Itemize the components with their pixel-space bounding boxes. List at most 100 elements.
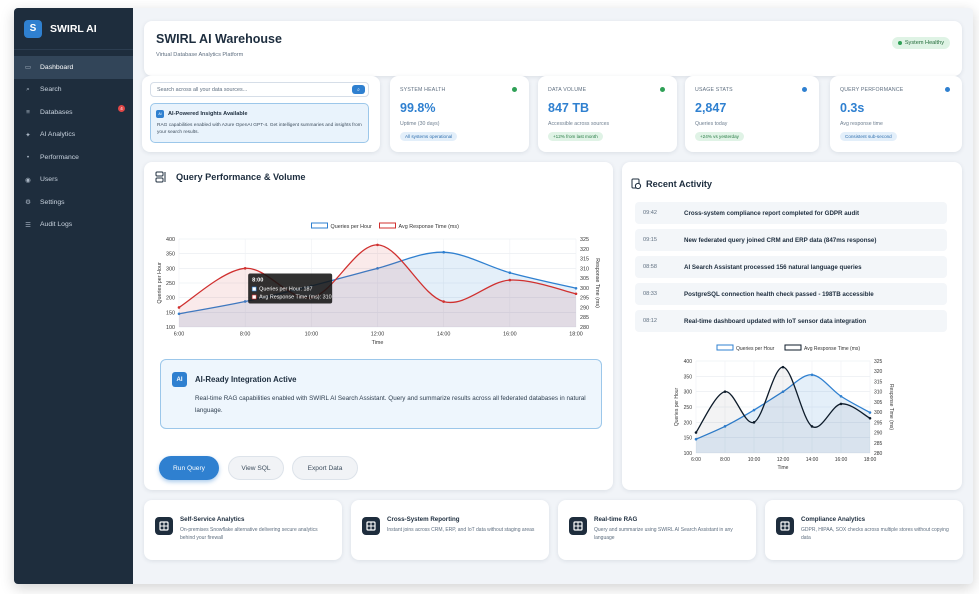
stat-subtitle: Uptime (30 days) bbox=[400, 121, 440, 127]
sidebar-item-databases[interactable]: ≡ Databases 4 bbox=[14, 101, 133, 124]
feature-card[interactable]: Self-Service Analytics On-premises Snowfl… bbox=[144, 500, 342, 560]
y-tick-label: 250 bbox=[166, 281, 175, 287]
x-tick-label: 8:00 bbox=[240, 331, 251, 337]
data-point[interactable] bbox=[442, 250, 445, 254]
data-point[interactable] bbox=[243, 300, 247, 303]
data-point[interactable] bbox=[442, 300, 445, 303]
integration-notice: AI AI-Ready Integration Active Real-time… bbox=[160, 359, 602, 429]
activity-text: Cross-system compliance report completed… bbox=[684, 209, 860, 217]
export-data-button[interactable]: Export Data bbox=[292, 456, 358, 480]
data-point[interactable] bbox=[839, 402, 843, 406]
sidebar-item-search[interactable]: ⌕ Search bbox=[14, 79, 133, 102]
query-panel-title: Query Performance & Volume bbox=[176, 172, 306, 182]
data-point[interactable] bbox=[376, 267, 379, 270]
data-point[interactable] bbox=[868, 416, 872, 420]
y-tick-label: 150 bbox=[166, 310, 175, 316]
search-icon: ⌕ bbox=[357, 86, 360, 93]
y2-tick-label: 285 bbox=[580, 315, 589, 321]
sidebar-item-ai-analytics[interactable]: ✦ AI Analytics bbox=[14, 124, 133, 147]
sidebar-item-users[interactable]: ◉ Users bbox=[14, 169, 133, 192]
ai-notice-title: AI-Powered Insights Available bbox=[168, 111, 248, 117]
sidebar-item-label: Users bbox=[40, 176, 58, 184]
sidebar-item-label: Performance bbox=[40, 153, 79, 161]
activity-item[interactable]: 09:15 New federated query joined CRM and … bbox=[635, 229, 947, 251]
feature-title: Cross-System Reporting bbox=[387, 516, 460, 523]
data-point[interactable] bbox=[752, 421, 756, 424]
feature-title: Compliance Analytics bbox=[801, 516, 866, 523]
data-point[interactable] bbox=[723, 390, 727, 393]
activity-item[interactable]: 08:33 PostgreSQL connection health check … bbox=[635, 283, 947, 305]
data-point[interactable] bbox=[723, 425, 727, 428]
brand[interactable]: S SWIRL AI bbox=[14, 8, 133, 50]
series-area bbox=[179, 244, 576, 327]
y-axis-label: Queries per Hour bbox=[157, 262, 163, 304]
sidebar-item-performance[interactable]: • Performance bbox=[14, 146, 133, 169]
y2-tick-label: 300 bbox=[580, 286, 589, 292]
x-tick-label: 14:00 bbox=[806, 457, 819, 463]
y2-tick-label: 290 bbox=[874, 431, 883, 437]
run-query-button[interactable]: Run Query bbox=[159, 456, 219, 480]
gear-icon: ⚙ bbox=[25, 199, 31, 207]
activity-text: New federated query joined CRM and ERP d… bbox=[684, 236, 877, 244]
y2-axis-label: Response Time (ms) bbox=[594, 258, 600, 308]
users-icon: ◉ bbox=[25, 176, 31, 184]
data-point[interactable] bbox=[508, 271, 512, 275]
sidebar-nav: ▭ Dashboard ⌕ Search ≡ Databases 4 ✦ AI Analytic… bbox=[14, 56, 133, 236]
feature-card[interactable]: Compliance Analytics GDPR, HIPAA, SOX che… bbox=[765, 500, 963, 560]
data-point[interactable] bbox=[694, 431, 698, 434]
search-input[interactable]: Search across all your data sources... ⌕ bbox=[150, 82, 369, 97]
y2-tick-label: 300 bbox=[874, 410, 883, 416]
activity-item[interactable]: 08:58 AI Search Assistant processed 156 n… bbox=[635, 256, 947, 278]
sidebar-item-dashboard[interactable]: ▭ Dashboard bbox=[14, 56, 133, 79]
stat-subtitle: Queries today bbox=[695, 121, 728, 127]
feature-card[interactable]: Real-time RAG Query and summarize using S… bbox=[558, 500, 756, 560]
data-point[interactable] bbox=[177, 312, 181, 316]
stat-label: SYSTEM HEALTH bbox=[400, 87, 446, 93]
y2-tick-label: 305 bbox=[580, 276, 589, 282]
integration-desc: Real-time RAG capabilities enabled with … bbox=[195, 395, 586, 414]
sidebar: S SWIRL AI ▭ Dashboard ⌕ Search ≡ Databases 4 ✦… bbox=[14, 8, 133, 584]
y2-axis-label: Response Time (ms) bbox=[888, 384, 894, 430]
database-icon: ≡ bbox=[26, 108, 30, 116]
legend-label: Queries per Hour bbox=[736, 346, 775, 352]
stat-subtitle: Accessible across sources bbox=[548, 121, 610, 127]
activity-icon bbox=[631, 178, 642, 190]
data-point[interactable] bbox=[781, 390, 785, 393]
sidebar-item-label: Settings bbox=[40, 198, 65, 206]
data-point[interactable] bbox=[781, 365, 785, 369]
data-point[interactable] bbox=[376, 243, 379, 247]
data-point[interactable] bbox=[752, 408, 756, 412]
activity-item[interactable]: 09:42 Cross-system compliance report comp… bbox=[635, 202, 947, 224]
stat-value: 2,847 bbox=[695, 101, 727, 115]
feature-desc: Query and summarize using SWIRL AI Searc… bbox=[594, 527, 733, 541]
data-point[interactable] bbox=[243, 267, 247, 270]
search-card: Search across all your data sources... ⌕… bbox=[142, 76, 380, 152]
ai-notice-desc: RAG capabilities enabled with Azure Open… bbox=[157, 123, 362, 135]
x-tick-label: 8:00 bbox=[720, 457, 730, 463]
chip-icon: ✦ bbox=[25, 131, 31, 139]
y-tick-label: 350 bbox=[166, 252, 175, 258]
series-area bbox=[696, 367, 870, 453]
stat-tag: Consistent sub-second bbox=[840, 132, 897, 141]
sidebar-item-audit-logs[interactable]: ☰ Audit Logs bbox=[14, 214, 133, 237]
page-header: SWIRL AI Warehouse Virtual Database Anal… bbox=[144, 21, 962, 76]
sidebar-item-settings[interactable]: ⚙ Settings bbox=[14, 191, 133, 214]
feature-card[interactable]: Cross-System Reporting Instant joins acro… bbox=[351, 500, 549, 560]
data-point[interactable] bbox=[508, 278, 512, 282]
data-point[interactable] bbox=[839, 394, 843, 398]
grid-icon bbox=[362, 517, 380, 535]
x-tick-label: 12:00 bbox=[777, 457, 790, 463]
data-point[interactable] bbox=[177, 306, 181, 309]
search-button[interactable]: ⌕ bbox=[352, 85, 365, 94]
status-dot-icon bbox=[512, 87, 517, 92]
data-point[interactable] bbox=[810, 425, 814, 428]
y-axis-label: Queries per Hour bbox=[674, 387, 680, 426]
data-point[interactable] bbox=[694, 437, 698, 441]
view-sql-button[interactable]: View SQL bbox=[228, 456, 284, 480]
data-point[interactable] bbox=[810, 373, 814, 377]
ai-badge-icon: AI bbox=[156, 110, 164, 118]
data-point[interactable] bbox=[574, 292, 578, 296]
data-point[interactable] bbox=[868, 411, 872, 414]
activity-item[interactable]: 08:12 Real-time dashboard updated with Io… bbox=[635, 310, 947, 332]
data-point[interactable] bbox=[574, 286, 578, 290]
